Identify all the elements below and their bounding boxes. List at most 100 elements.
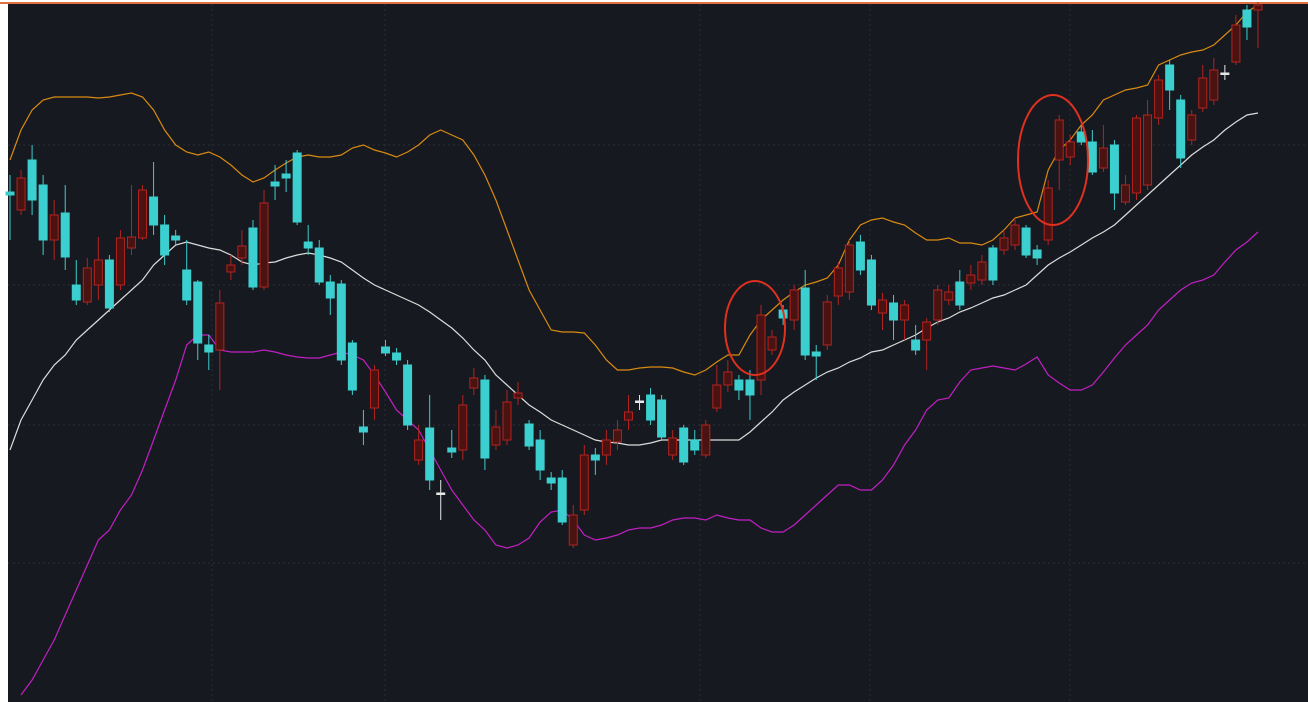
candle-body (1154, 79, 1164, 119)
candle-body (911, 339, 921, 351)
candle-body (811, 351, 821, 357)
candle-body (1176, 99, 1186, 159)
candle-body (646, 394, 656, 421)
candle-body (425, 427, 435, 481)
candle-body (16, 177, 26, 211)
candle-body (347, 342, 357, 391)
candle-body (215, 302, 225, 351)
candle-body (1098, 147, 1108, 169)
candle-body (657, 399, 667, 438)
candle-body (126, 236, 136, 249)
candle-body (690, 439, 700, 451)
candle-body (889, 302, 899, 321)
candle-body (458, 404, 468, 451)
highlight-circle (724, 280, 786, 376)
candle-body (557, 477, 567, 523)
candle-body (833, 267, 843, 297)
candle-body (999, 237, 1009, 251)
candle-body (900, 304, 910, 321)
candle-body (1065, 141, 1075, 158)
candle-body (480, 379, 490, 459)
candle-body (270, 181, 280, 187)
candle-body (171, 235, 181, 241)
candle-body (668, 437, 678, 456)
candle-body (988, 247, 998, 281)
candle-body (977, 261, 987, 281)
candle-body (844, 244, 854, 293)
candle-body (767, 336, 777, 351)
candle-body (1120, 184, 1130, 203)
candle-body (49, 214, 59, 241)
candle-body (27, 159, 37, 201)
candle-body (115, 237, 125, 286)
candle-body (745, 379, 755, 396)
candle-body (104, 259, 114, 309)
candle-body (1143, 114, 1153, 186)
candle-body (149, 196, 159, 226)
candle-body (160, 224, 170, 256)
candle-body (635, 400, 645, 403)
candle-body (822, 301, 832, 346)
candle-body (325, 281, 335, 299)
candle-body (281, 173, 291, 179)
candle-body (535, 439, 545, 471)
candle-body (1087, 141, 1097, 173)
marks (5, 2, 1263, 696)
candle-body (944, 291, 954, 301)
candle-body (1198, 77, 1208, 109)
candle-body (436, 492, 446, 495)
candle-body (138, 189, 148, 239)
candle-body (966, 274, 976, 284)
candle-body (1231, 24, 1241, 63)
highlight-circle (1017, 94, 1089, 226)
candle-body (524, 423, 534, 447)
candle-body (469, 377, 479, 389)
candle-body (193, 281, 203, 344)
candle-body (71, 284, 81, 301)
candle-body (568, 514, 578, 546)
plot-background (8, 4, 1308, 702)
candle-body (1043, 187, 1053, 241)
candle-body (336, 283, 346, 361)
candle-body (623, 411, 633, 421)
band-line (20, 231, 1259, 696)
candle-body (38, 184, 48, 241)
candle-body (579, 454, 589, 511)
candle-body (93, 259, 103, 286)
candle-body (358, 426, 368, 433)
candle-body (800, 287, 810, 356)
candle-body (756, 314, 766, 381)
candle-body (679, 427, 689, 463)
candle-body (712, 384, 722, 409)
candle-body (866, 259, 876, 306)
candle-body (392, 352, 402, 361)
candle-body (237, 245, 247, 259)
candle-body (414, 439, 424, 461)
band-line (9, 112, 1259, 451)
candle-body (491, 426, 501, 446)
candle-body (1109, 144, 1119, 194)
candle-body (590, 454, 600, 461)
grid (8, 4, 1308, 702)
candle-body (546, 477, 556, 484)
candle-body (248, 227, 258, 288)
candle-body (1253, 4, 1263, 11)
candle-body (314, 247, 324, 283)
candle-body (723, 371, 733, 386)
candle-body (292, 152, 302, 223)
candle-body (955, 281, 965, 306)
candle-body (1165, 64, 1175, 91)
candle-body (369, 369, 379, 409)
candle-body (60, 212, 70, 258)
candle-body (1010, 224, 1020, 246)
candle-body (1242, 9, 1252, 28)
candle-body (182, 269, 192, 301)
candle-body (734, 379, 744, 391)
candle-body (701, 424, 711, 456)
candle-body (5, 191, 15, 196)
candle-body (933, 289, 943, 321)
candle-body (922, 321, 932, 341)
candle-body (1209, 69, 1219, 101)
